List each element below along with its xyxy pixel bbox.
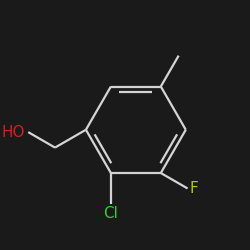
Text: F: F xyxy=(190,181,199,196)
Text: Cl: Cl xyxy=(104,206,118,221)
Text: HO: HO xyxy=(2,125,26,140)
